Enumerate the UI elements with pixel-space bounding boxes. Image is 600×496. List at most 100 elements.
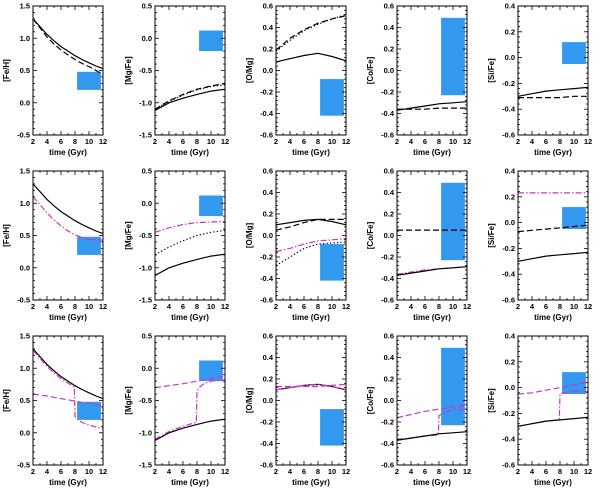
- series-line-solid: [154, 418, 226, 442]
- x-axis-label: time (Gyr): [49, 148, 87, 157]
- y-tick-label: 0.2: [263, 45, 273, 54]
- x-tick-label: 2: [31, 137, 35, 146]
- y-tick-label: -0.4: [381, 109, 395, 118]
- y-tick-label: 1.5: [20, 332, 30, 341]
- panel-r2-c3: 2 4 6 8 10 12 -0.6 -0.4 -0.2 0.0 0.2 0.4 0.6 time (Gy…: [245, 167, 350, 323]
- panel-r1-c1: 2 4 6 8 10 12 -0.5 0.0 0.5 1.0 1.5 time (Gyr) [Fe/H]: [2, 2, 107, 158]
- panel-r1-c2: 2 4 6 8 10 12 -1.5 -1.0 -0.5 0.0 0.5 time (Gyr) [Mg/…: [124, 2, 229, 158]
- observation-box: [562, 372, 586, 394]
- y-tick-label: 0.6: [384, 167, 394, 176]
- x-tick-label: 8: [437, 302, 441, 311]
- y-tick-label: -0.6: [381, 296, 394, 305]
- x-tick-label: 10: [328, 467, 336, 476]
- y-tick-label: 0.0: [384, 231, 394, 240]
- x-tick-label: 10: [570, 467, 578, 476]
- x-tick-label: 10: [207, 302, 215, 311]
- x-tick-label: 8: [558, 302, 562, 311]
- y-tick-label: -0.6: [502, 296, 515, 305]
- x-tick-label: 2: [153, 137, 157, 146]
- x-tick-label: 12: [99, 302, 107, 311]
- x-axis-label: time (Gyr): [171, 148, 209, 157]
- series-line-dashed: [275, 15, 347, 51]
- x-tick-label: 10: [570, 137, 578, 146]
- series-line-dashed: [518, 95, 588, 99]
- plot-frame: [154, 5, 226, 136]
- series-line-solid: [396, 266, 468, 276]
- panel-r1-c5: 2 4 6 8 10 12 -0.6 -0.4 -0.2 0.0 0.2 0.4 time (Gyr) […: [487, 2, 592, 158]
- series-line-mag: [275, 238, 347, 253]
- panel-r3-c4: 2 4 6 8 10 12 -0.6 -0.4 -0.2 0.0 0.2 0.4 0.6 time (Gy…: [366, 332, 471, 488]
- y-axis-label: [Co/Fe]: [366, 386, 375, 414]
- x-tick-label: 2: [31, 302, 35, 311]
- y-tick-label: 0.5: [142, 2, 152, 11]
- x-tick-label: 4: [45, 137, 50, 146]
- x-tick-label: 6: [181, 467, 185, 476]
- y-tick-label: -0.6: [260, 461, 273, 470]
- y-tick-label: 0.0: [384, 396, 394, 405]
- x-tick-label: 4: [409, 467, 414, 476]
- y-tick-label: 0.0: [263, 66, 273, 75]
- y-tick-label: 0.2: [505, 357, 515, 366]
- series-line-mag: [32, 196, 103, 241]
- panel-r2-c4: 2 4 6 8 10 12 -0.6 -0.4 -0.2 0.0 0.2 0.4 0.6 time (Gy…: [366, 167, 471, 323]
- y-axis-label: [Co/Fe]: [366, 221, 375, 249]
- x-axis-label: time (Gyr): [413, 478, 451, 487]
- x-tick-label: 10: [85, 302, 93, 311]
- series-line-dotted: [154, 229, 226, 256]
- plot-frame: [32, 170, 104, 301]
- observation-box: [441, 17, 465, 96]
- observation-box: [199, 30, 223, 52]
- observation-box: [77, 236, 101, 255]
- y-axis-label: [Mg/Fe]: [124, 221, 133, 250]
- observation-box: [77, 401, 101, 420]
- y-tick-label: 0.0: [20, 428, 30, 437]
- y-tick-label: -0.6: [260, 131, 273, 140]
- x-tick-label: 2: [516, 467, 520, 476]
- x-tick-label: 10: [449, 302, 457, 311]
- x-tick-label: 12: [99, 137, 107, 146]
- series-line-dotted: [275, 241, 347, 267]
- x-tick-label: 10: [449, 467, 457, 476]
- x-tick-label: 8: [558, 137, 562, 146]
- y-tick-label: 0.2: [384, 210, 394, 219]
- y-tick-label: 1.0: [20, 199, 30, 208]
- y-tick-label: 0.4: [505, 332, 516, 341]
- y-tick-label: -0.4: [502, 435, 516, 444]
- y-tick-label: 0.4: [384, 353, 395, 362]
- series-line-solid: [32, 348, 104, 400]
- y-tick-label: 0.4: [505, 2, 516, 11]
- plot-frame: [517, 170, 589, 301]
- y-tick-label: 0.0: [505, 53, 515, 62]
- y-tick-label: -0.5: [17, 131, 30, 140]
- y-tick-label: -1.0: [139, 263, 152, 272]
- y-tick-label: 0.2: [263, 375, 273, 384]
- x-tick-label: 12: [342, 137, 350, 146]
- x-tick-label: 4: [45, 302, 50, 311]
- y-tick-label: -0.6: [260, 296, 273, 305]
- observation-box: [562, 42, 586, 64]
- x-tick-label: 4: [288, 302, 293, 311]
- plot-frame: [154, 170, 226, 301]
- y-tick-label: -1.0: [139, 428, 152, 437]
- plot-frame: [517, 5, 589, 136]
- y-tick-label: 0.6: [263, 167, 273, 176]
- panel-r3-c1: 2 4 6 8 10 12 -0.5 0.0 0.5 1.0 1.5 time (Gyr) [Fe/H]: [2, 332, 107, 488]
- series-line-solid: [154, 88, 226, 112]
- y-tick-label: 0.5: [142, 332, 152, 341]
- x-tick-label: 8: [73, 467, 77, 476]
- plot-frame: [517, 335, 589, 466]
- series-line-solid: [517, 86, 589, 97]
- series-line-solid: [396, 431, 468, 441]
- x-axis-label: time (Gyr): [292, 313, 330, 322]
- y-tick-label: 0.6: [384, 332, 394, 341]
- y-tick-label: 0.0: [20, 98, 30, 107]
- x-tick-label: 10: [570, 302, 578, 311]
- y-tick-label: -0.2: [260, 88, 273, 97]
- x-axis-label: time (Gyr): [292, 478, 330, 487]
- panel-r3-c3: 2 4 6 8 10 12 -0.6 -0.4 -0.2 0.0 0.2 0.4 0.6 time (Gy…: [245, 332, 350, 488]
- series-line-solid: [275, 52, 347, 63]
- x-tick-label: 8: [195, 137, 199, 146]
- y-tick-label: -0.4: [260, 109, 274, 118]
- x-tick-label: 8: [558, 467, 562, 476]
- panel-r3-c5: 2 4 6 8 10 12 -0.6 -0.4 -0.2 0.0 0.2 0.4 time (Gyr) […: [487, 332, 592, 488]
